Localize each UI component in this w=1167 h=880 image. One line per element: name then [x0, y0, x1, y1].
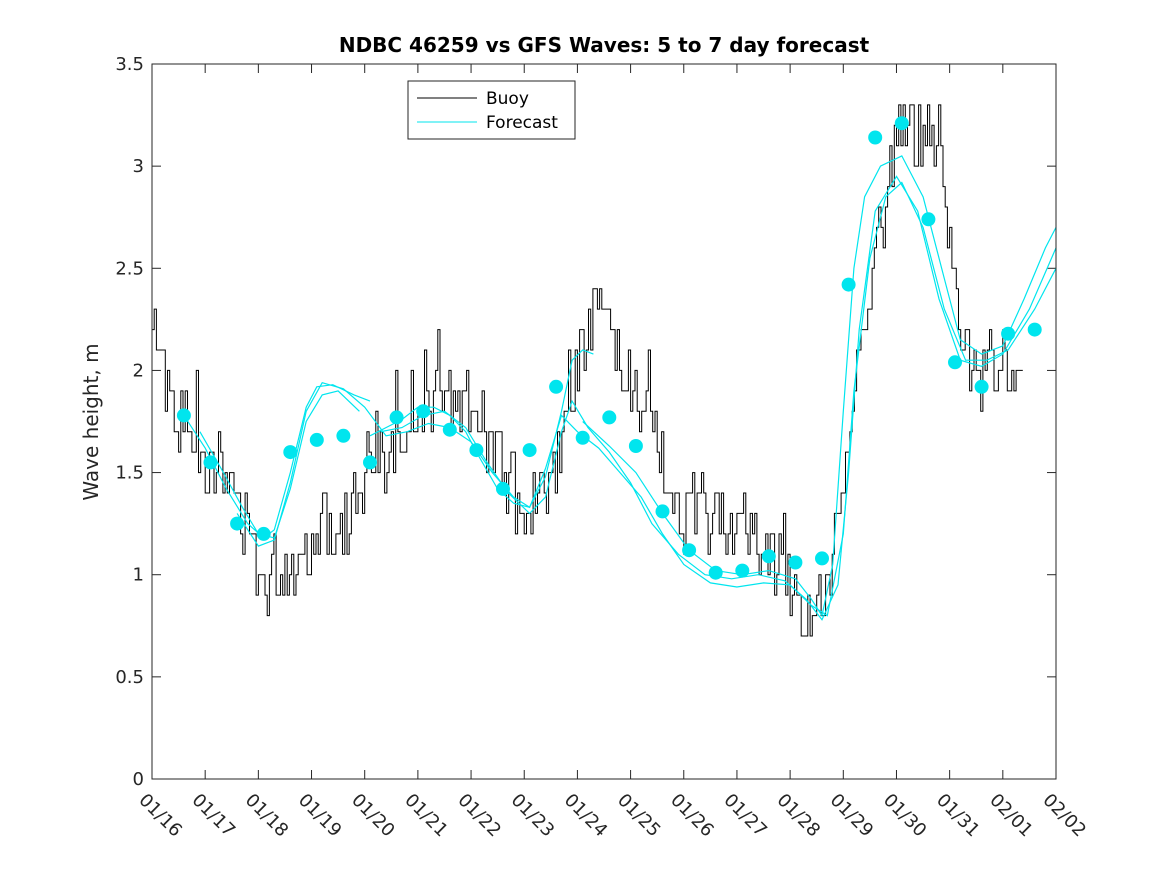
- forecast-point: [1027, 322, 1042, 337]
- forecast-point: [522, 443, 537, 458]
- chart-title: NDBC 46259 vs GFS Waves: 5 to 7 day fore…: [339, 33, 870, 57]
- axes-box: [151, 63, 1057, 780]
- forecast-point: [868, 130, 883, 145]
- forecast-point: [628, 439, 643, 453]
- forecast-point: [788, 555, 803, 570]
- forecast-point: [682, 543, 697, 558]
- forecast-point: [575, 430, 590, 445]
- y-tick-label: 2.5: [115, 258, 144, 279]
- forecast-point: [1001, 326, 1016, 341]
- forecast-point: [363, 455, 377, 470]
- forecast-point: [336, 428, 351, 443]
- forecast-point: [283, 445, 298, 460]
- forecast-point: [735, 563, 750, 578]
- legend-label-forecast: Forecast: [486, 113, 558, 133]
- legend-label-buoy: Buoy: [486, 89, 529, 109]
- forecast-point: [442, 422, 457, 437]
- y-tick-label: 0: [133, 769, 144, 790]
- forecast-point: [655, 504, 670, 519]
- y-tick-label: 3.5: [115, 54, 144, 75]
- buoy-series: [152, 104, 1023, 637]
- y-tick-label: 1.5: [115, 463, 144, 484]
- forecast-point: [256, 526, 271, 541]
- forecast-point: [469, 443, 484, 458]
- y-tick-label: 3: [133, 156, 144, 177]
- forecast-point: [815, 551, 829, 566]
- forecast-point: [549, 379, 564, 394]
- y-tick-label: 0.5: [115, 667, 144, 688]
- forecast-markers: [176, 116, 1042, 580]
- forecast-point: [389, 410, 404, 425]
- forecast-point: [416, 404, 431, 419]
- forecast-point: [309, 432, 324, 447]
- forecast-point: [602, 410, 617, 425]
- forecast-point: [761, 549, 776, 564]
- forecast-point: [974, 379, 989, 394]
- legend-box: [407, 80, 576, 140]
- y-tick-label: 2: [133, 360, 144, 381]
- forecast-point: [708, 565, 723, 580]
- forecast-point: [841, 277, 856, 292]
- forecast-point: [894, 116, 909, 131]
- forecast-point: [496, 481, 510, 496]
- forecast-point: [948, 355, 962, 370]
- forecast-line: [236, 181, 1057, 617]
- y-tick-label: 1: [133, 565, 144, 586]
- forecast-point: [921, 212, 936, 227]
- forecast-point: [203, 455, 218, 470]
- forecast-point: [176, 408, 191, 423]
- buoy-line: [152, 104, 1023, 637]
- legend: Buoy Forecast: [407, 80, 576, 140]
- forecast-point: [230, 516, 245, 531]
- y-axis-label: Wave height, m: [79, 343, 103, 500]
- forecast-line: [369, 349, 594, 508]
